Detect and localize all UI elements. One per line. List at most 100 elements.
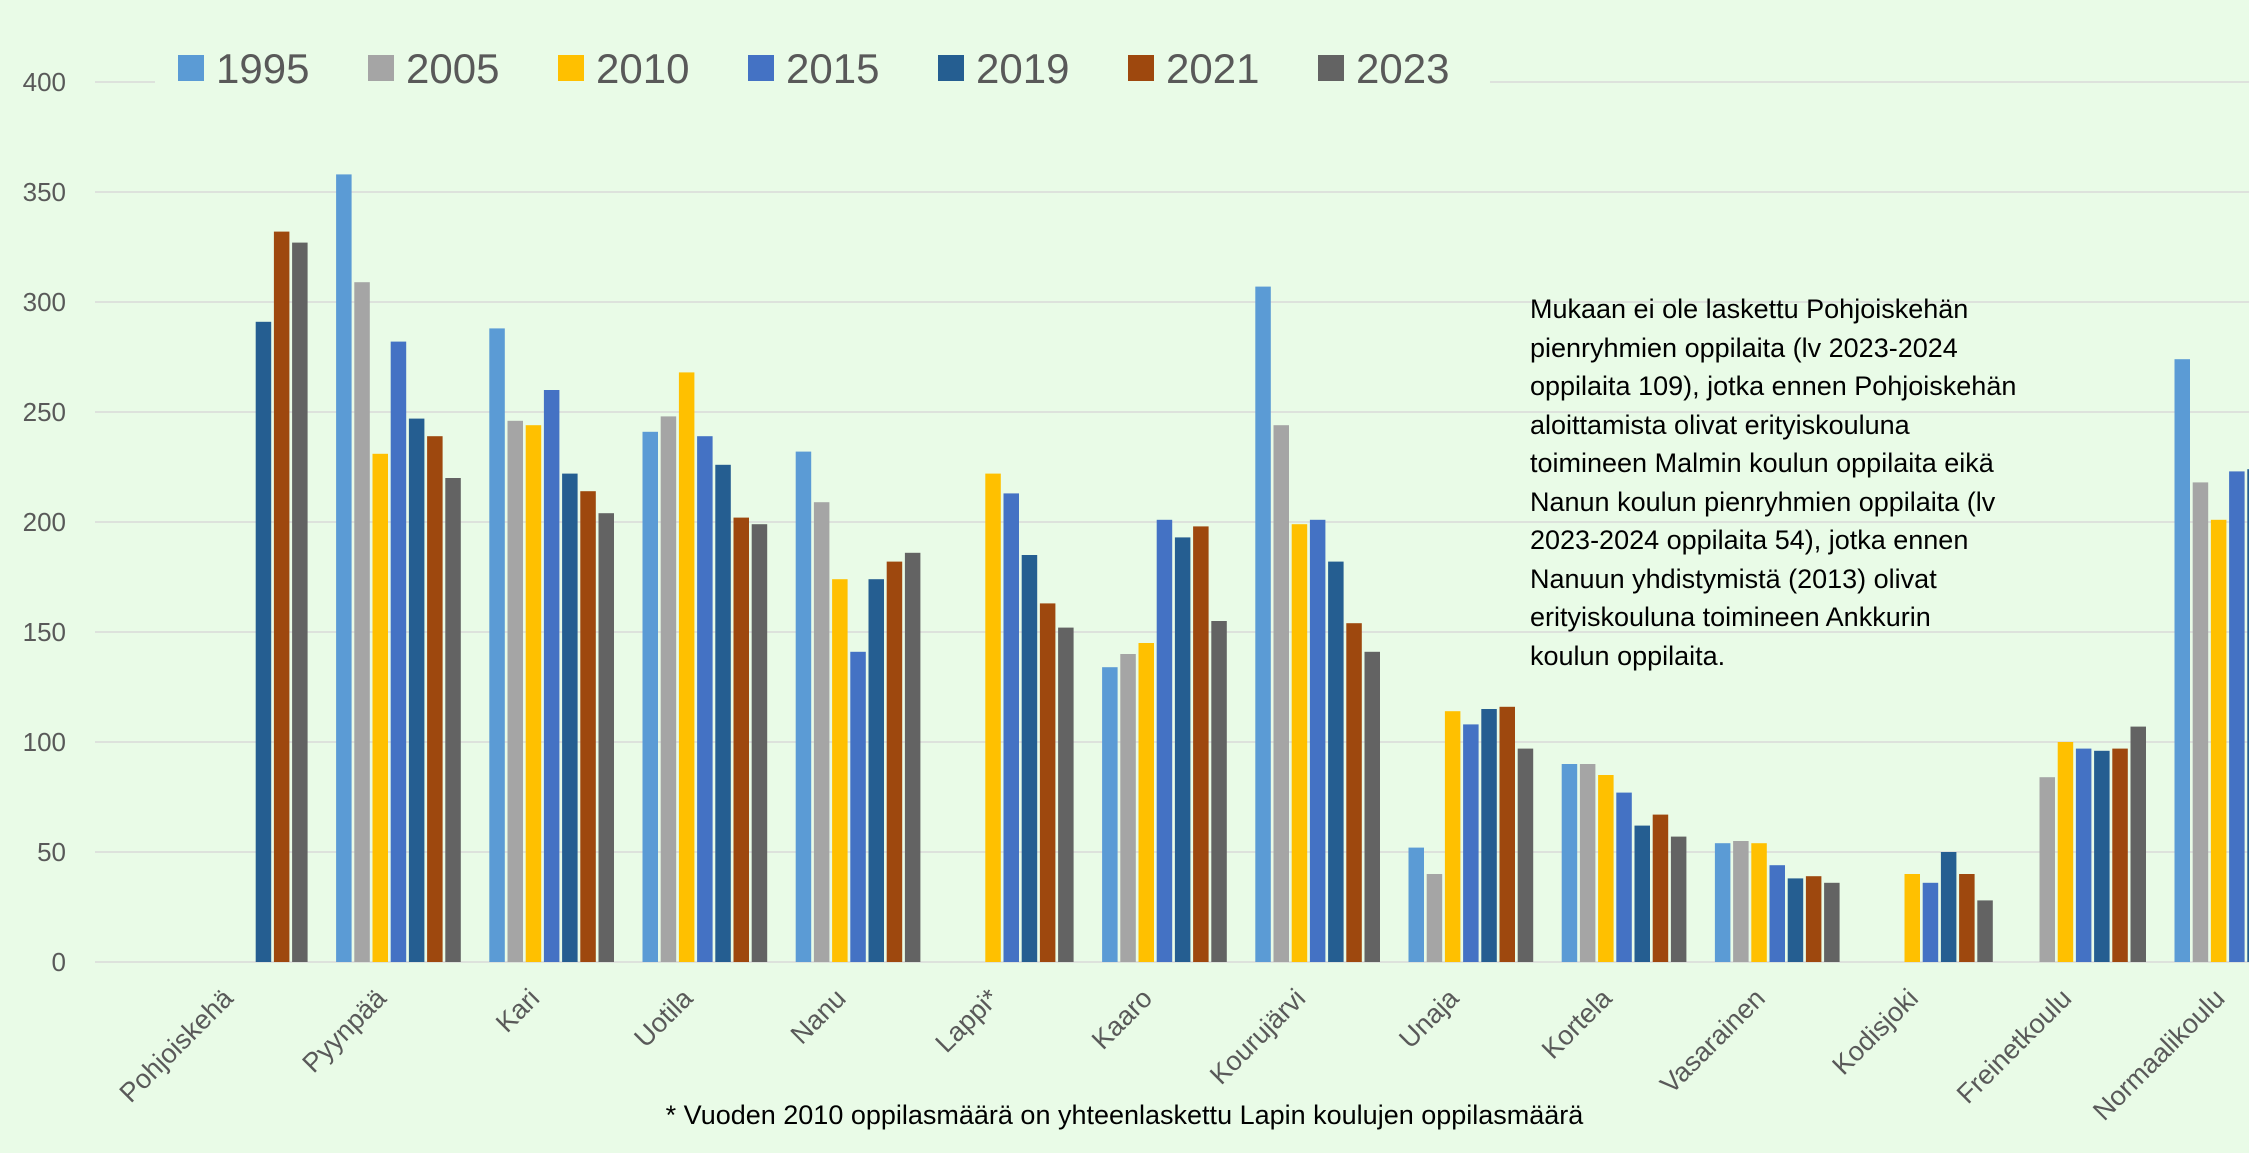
legend-swatch	[938, 55, 964, 81]
bar	[2174, 359, 2190, 962]
legend-swatch	[368, 55, 394, 81]
bar	[1922, 882, 1939, 962]
bar	[832, 579, 848, 962]
bar	[390, 341, 407, 963]
bar	[1174, 537, 1191, 962]
y-tick-label: 50	[37, 837, 66, 867]
bar	[904, 552, 921, 962]
legend-swatch	[748, 55, 774, 81]
legend-label: 2005	[406, 45, 499, 92]
bar	[678, 372, 695, 962]
bar	[1670, 836, 1687, 962]
bar	[2039, 777, 2055, 962]
bar	[813, 502, 830, 962]
bar	[1714, 843, 1731, 962]
bar	[1481, 709, 1497, 962]
bar	[868, 579, 884, 962]
legend-label: 2019	[976, 45, 1069, 92]
bar	[1003, 493, 1019, 962]
legend: 1995 2005 2010 2015 2019 2021 2023	[155, 38, 1490, 98]
bar	[1733, 841, 1749, 962]
bar	[1977, 900, 1993, 962]
legend-label: 2015	[786, 45, 879, 92]
bar	[1193, 526, 1209, 962]
bar	[1904, 874, 1920, 962]
y-tick-label: 400	[23, 67, 66, 97]
bar	[1039, 603, 1056, 962]
bar	[1364, 651, 1380, 962]
bar	[1120, 654, 1136, 962]
bar	[1291, 524, 1308, 962]
legend-label: 2023	[1356, 45, 1449, 92]
bar	[445, 478, 461, 962]
legend-swatch	[178, 55, 204, 81]
legend-swatch	[1318, 55, 1344, 81]
x-tick-label: Vasarainen	[1654, 983, 1770, 1099]
legend-label: 2010	[596, 45, 689, 92]
bar	[1021, 555, 1038, 962]
y-tick-label: 350	[23, 177, 66, 207]
bar	[733, 517, 749, 962]
bar	[660, 416, 677, 962]
bar	[1805, 876, 1822, 962]
bar	[1769, 865, 1785, 962]
y-tick-label: 150	[23, 617, 66, 647]
bar	[1273, 425, 1289, 962]
bar	[697, 436, 713, 962]
bar	[273, 231, 290, 963]
x-tick-label: Kari	[490, 983, 545, 1038]
legend-label: 2021	[1166, 45, 1259, 92]
bar	[1444, 711, 1461, 962]
bar	[598, 513, 614, 962]
bar	[2075, 748, 2092, 962]
x-tick-label: Freinetkoulu	[1951, 983, 2077, 1109]
bar	[1787, 878, 1804, 962]
bar	[292, 242, 308, 963]
x-tick-label: Kaaro	[1086, 983, 1158, 1055]
bar	[1751, 843, 1767, 962]
bar	[795, 451, 812, 962]
bar	[1463, 724, 1479, 962]
bar	[1959, 874, 1975, 962]
x-tick-label: Pyynpää	[297, 982, 393, 1078]
bars	[255, 174, 2249, 963]
legend-swatch	[1128, 55, 1154, 81]
bar	[2192, 482, 2209, 962]
bar	[1579, 764, 1596, 962]
y-tick-label: 250	[23, 397, 66, 427]
bar	[562, 473, 578, 962]
bar	[751, 524, 768, 962]
bar	[985, 473, 1001, 962]
bar	[1309, 519, 1326, 962]
bar	[1255, 286, 1271, 963]
bar	[372, 453, 388, 962]
x-tick-label: Kortela	[1536, 982, 1618, 1064]
bar	[580, 491, 596, 962]
legend-label: 1995	[216, 45, 309, 92]
y-axis-ticks: 0 50 100 150 200 250 300 350 400	[23, 67, 66, 977]
bar	[2229, 471, 2245, 962]
y-tick-label: 100	[23, 727, 66, 757]
bar	[715, 464, 731, 962]
bar	[850, 651, 866, 962]
bar	[1156, 519, 1173, 962]
bar	[1824, 882, 1840, 962]
bar	[1328, 561, 1344, 962]
bar	[255, 321, 272, 962]
bar	[427, 436, 443, 962]
bar	[1517, 748, 1534, 962]
bar	[2247, 469, 2249, 962]
bar	[408, 418, 425, 963]
x-tick-label: Unaja	[1393, 982, 1465, 1054]
bar	[2112, 748, 2128, 962]
bar	[2130, 726, 2146, 962]
bar	[1346, 623, 1362, 962]
y-tick-label: 300	[23, 287, 66, 317]
bar	[1058, 627, 1074, 962]
bar	[1408, 847, 1424, 962]
bar	[336, 174, 352, 962]
bar	[507, 420, 523, 962]
y-tick-label: 200	[23, 507, 66, 537]
